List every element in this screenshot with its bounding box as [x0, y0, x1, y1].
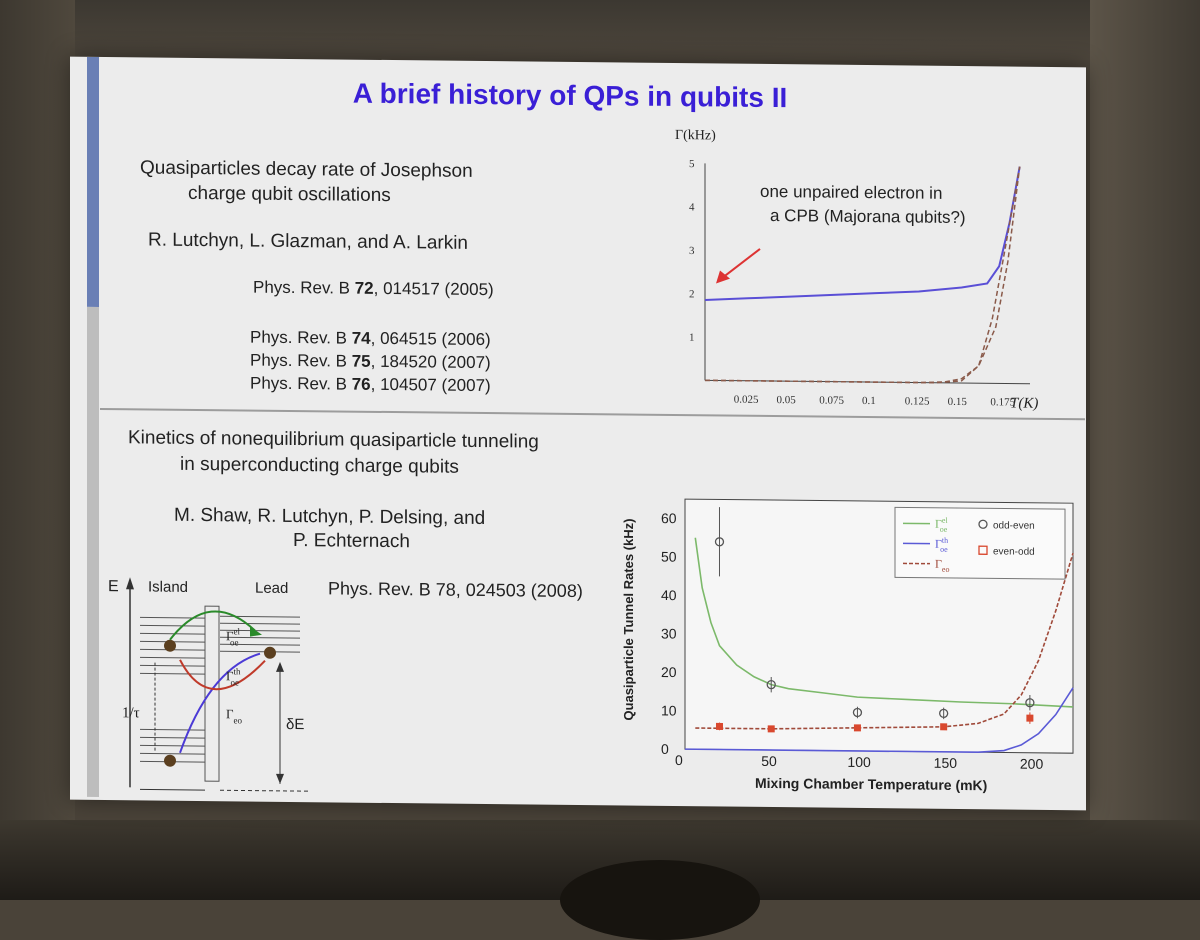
y-tick-label: 50: [661, 549, 677, 565]
lead-label: Lead: [255, 580, 288, 597]
legend-marker-label: even-odd: [993, 546, 1035, 557]
x-tick-label: 0.05: [777, 394, 797, 406]
gamma-th-label: Γthoe: [226, 666, 241, 687]
island-label: Island: [148, 578, 188, 595]
y-tick-label: 20: [661, 664, 677, 680]
island-ground-quasiparticle: [164, 755, 176, 767]
delta-e-label: δE: [286, 716, 304, 733]
audience-head: [560, 860, 760, 940]
reference-list-item: Phys. Rev. B 74, 064515 (2006): [250, 327, 491, 352]
projected-slide: A brief history of QPs in qubits II Quas…: [70, 57, 1086, 811]
room-wall-right: [1090, 0, 1200, 900]
even-odd-point: [940, 723, 947, 730]
paper2-authors-line-2: P. Echternach: [293, 528, 410, 554]
annotation-line-1: one unpaired electron in: [760, 182, 942, 203]
paper-title-line-2: charge qubit oscillations: [188, 181, 391, 208]
gamma-eo-label: Γeo: [226, 706, 243, 725]
ref-prefix: Phys. Rev. B: [253, 278, 355, 298]
ref-rest: , 014517 (2005): [374, 279, 494, 299]
lead-baseline: [220, 790, 310, 791]
paper2-authors-line-1: M. Shaw, R. Lutchyn, P. Delsing, and: [174, 503, 485, 531]
x-tick-label: 100: [847, 754, 871, 770]
ref-volume: 72: [355, 279, 374, 298]
gamma-el-arrowhead: [250, 627, 262, 637]
gamma-el-arrow: [170, 611, 255, 641]
gamma-eo-arrow: [180, 660, 265, 690]
paper2-reference: Phys. Rev. B 78, 024503 (2008): [328, 576, 583, 604]
y-tick-label: 3: [689, 245, 695, 257]
delta-e-arrowhead-down: [276, 774, 284, 784]
y-tick-label: 5: [689, 158, 695, 170]
room-wall-left: [0, 0, 75, 900]
ref-prefix: Phys. Rev. B: [250, 351, 352, 371]
ref-volume: 75: [352, 352, 371, 371]
reference-main: Phys. Rev. B 72, 014517 (2005): [253, 277, 494, 302]
even-odd-point: [854, 724, 861, 731]
ref-volume: 76: [352, 375, 371, 394]
y-tick-label: 0: [661, 741, 669, 757]
ref-prefix: Phys. Rev. B: [250, 328, 352, 348]
annotation-line-2: a CPB (Majorana qubits?): [770, 206, 966, 227]
tau-label: 1/τ: [122, 705, 140, 721]
y-tick-label: 30: [661, 625, 677, 641]
y-axis-label: Γ(kHz): [675, 128, 716, 143]
x-tick-label: 0.025: [734, 394, 759, 406]
delta-e-arrowhead-up: [276, 662, 284, 672]
x-tick-label: 50: [761, 753, 777, 769]
room-wall-top: [0, 0, 1200, 60]
paper-title-line-1: Quasiparticles decay rate of Josephson: [140, 155, 473, 183]
lead-quasiparticle: [264, 647, 276, 659]
x-tick-label: 0: [675, 752, 683, 768]
y-tick-label: 10: [661, 702, 677, 718]
x-tick-label: 0.15: [948, 396, 968, 408]
tunnel-barrier: [205, 606, 219, 781]
gamma-th-arrow: [180, 653, 260, 754]
island-baseline: [140, 789, 205, 790]
legend-marker-label: odd-even: [993, 520, 1035, 531]
reference-list-item: Phys. Rev. B 75, 184520 (2007): [250, 350, 491, 375]
x-tick-label: 0.175: [990, 396, 1015, 408]
paper2-title-line-2: in superconducting charge qubits: [180, 452, 459, 480]
x-axis-label: Mixing Chamber Temperature (mK): [755, 775, 987, 793]
ref-rest: , 064515 (2006): [371, 329, 491, 349]
paper-authors: R. Lutchyn, L. Glazman, and A. Larkin: [148, 227, 468, 255]
paper2-title-line-1: Kinetics of nonequilibrium quasiparticle…: [128, 425, 539, 454]
even-odd-point: [768, 725, 775, 732]
even-odd-point: [716, 723, 723, 730]
energy-band-diagram: E Island Lead 1/τ Γeloe Γthoe Γeo δE: [100, 567, 330, 799]
x-tick-label: 150: [934, 755, 958, 771]
y-tick-label: 1: [689, 332, 694, 344]
y-tick-label: 4: [689, 202, 695, 214]
y-tick-label: 60: [661, 510, 677, 526]
ref-rest: , 104507 (2007): [371, 375, 491, 395]
ref-volume: 74: [352, 329, 371, 348]
y-axis-label: Quasiparticle Tunnel Rates (kHz): [621, 518, 636, 720]
ref-prefix: Phys. Rev. B: [250, 374, 352, 394]
energy-axis-arrowhead: [126, 577, 134, 589]
x-tick-label: 0.1: [862, 395, 876, 407]
ref-rest: , 184520 (2007): [371, 352, 491, 372]
x-tick-label: 0.125: [905, 395, 930, 407]
x-tick-label: 200: [1020, 756, 1044, 772]
annotation-arrow: [724, 249, 760, 277]
reference-list-item: Phys. Rev. B 76, 104507 (2007): [250, 373, 491, 398]
tunnel-rate-chart: 0 10 20 30 40 50 60 0 50 100 150 200 Mixing Chamber …: [605, 480, 1085, 805]
slide-accent-bar: [87, 57, 99, 307]
energy-axis-label: E: [108, 578, 119, 595]
slide-accent-bar-lower: [87, 307, 99, 797]
slide-title: A brief history of QPs in qubits II: [270, 77, 870, 115]
island-levels: [140, 617, 205, 762]
x-tick-label: 0.075: [819, 395, 844, 407]
y-tick-label: 40: [661, 587, 677, 603]
y-tick-label: 2: [689, 288, 694, 300]
even-odd-point: [1026, 715, 1033, 722]
